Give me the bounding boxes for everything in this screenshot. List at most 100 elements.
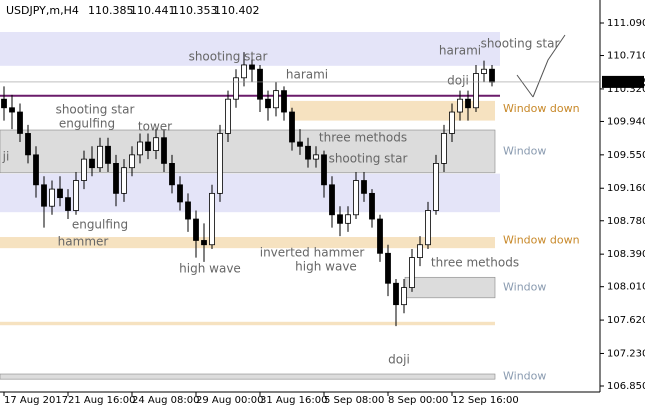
pattern-label: three methods [319, 131, 407, 145]
candle-body [89, 158, 95, 169]
pattern-label: doji [447, 74, 469, 88]
candle-body [209, 192, 215, 246]
candle-body [233, 77, 239, 100]
candle-body [105, 145, 111, 164]
candle-body [393, 282, 399, 306]
candle-body [137, 141, 143, 156]
zone [404, 276, 496, 299]
candle-body [465, 98, 471, 109]
y-tick-label: 108.390 [607, 249, 645, 260]
candle-body [225, 98, 231, 134]
y-tick-label: 110.710 [607, 51, 645, 62]
pattern-label: ji [2, 150, 10, 164]
zone [0, 237, 495, 249]
pattern-label: shooting star [481, 37, 560, 51]
x-tick-label: 31 Aug 16:00 [260, 395, 327, 406]
candle-body [377, 218, 383, 254]
candle-body [281, 90, 287, 113]
candle-body [49, 188, 55, 207]
candle-body [321, 154, 327, 186]
zone [0, 321, 495, 326]
candle-body [33, 154, 39, 186]
y-tick-label: 109.940 [607, 116, 645, 127]
pattern-label: harami [439, 44, 481, 58]
candle-body [401, 287, 407, 306]
y-tick-label: 108.010 [607, 282, 645, 293]
pattern-label: harami [286, 68, 328, 82]
candle-body [473, 73, 479, 109]
pattern-label: tower [138, 120, 172, 134]
axes: 111.090 110.710 110.320 109.940 109.550 109.1… [0, 18, 645, 406]
candle-body [193, 218, 199, 241]
candle-body [457, 98, 463, 113]
pattern-label: high wave [295, 260, 357, 274]
pattern-label: shooting star [56, 103, 135, 117]
candle-body [113, 163, 119, 194]
candle-body [129, 154, 135, 169]
y-tick-label: 107.620 [607, 315, 645, 326]
candle-body [345, 214, 351, 224]
candle-body [337, 214, 343, 224]
candle-body [177, 184, 183, 203]
x-tick-label: 21 Aug 16:00 [68, 395, 135, 406]
y-tick-label: 109.160 [607, 183, 645, 194]
y-tick-label: 110.320 [607, 84, 645, 95]
candle-body [185, 201, 191, 220]
y-tick-label: 109.550 [607, 150, 645, 161]
zone-label: Window [503, 370, 546, 383]
candle-body [409, 257, 415, 288]
candle-body [489, 68, 495, 83]
candle-body [25, 133, 31, 156]
forecast-line [532, 34, 566, 98]
candle-body [161, 137, 167, 164]
header-value: 110.441 [130, 4, 176, 17]
symbol: USDJPY,m,H4 [6, 4, 79, 17]
pattern-label: high wave [179, 262, 241, 276]
candle-body [297, 141, 303, 147]
candle-body [417, 244, 423, 258]
forecast-line [516, 74, 534, 98]
y-tick-label: 107.230 [607, 348, 645, 359]
zone [0, 31, 500, 66]
pattern-label: shooting star [189, 50, 268, 64]
candle-body [1, 98, 7, 109]
x-tick-label: 24 Aug 08:00 [132, 395, 199, 406]
candle-body [249, 64, 255, 70]
pattern-label: three methods [431, 256, 519, 270]
candle-body [201, 240, 207, 246]
zone [290, 100, 495, 121]
pattern-label: doji [388, 353, 410, 367]
pattern-label: hammer [58, 235, 109, 249]
candle-body [353, 180, 359, 216]
zone [0, 129, 496, 174]
candle-body [41, 184, 47, 207]
candle-body [361, 180, 367, 194]
candle-body [441, 133, 447, 164]
candle-body [145, 141, 151, 151]
candle-body [425, 210, 431, 246]
candle-body [169, 163, 175, 186]
header-value: 110.353 [172, 4, 218, 17]
y-tick-label: 106.850 [607, 381, 645, 392]
candle-body [57, 188, 63, 199]
candle-body [313, 154, 319, 160]
candle-body [73, 180, 79, 211]
candle-body [241, 64, 247, 79]
last-price-box [602, 75, 644, 88]
y-tick-label: 108.780 [607, 216, 645, 227]
candle-body [329, 184, 335, 216]
candle-body [153, 137, 159, 151]
header-value: 110.385 [88, 4, 134, 17]
candle-body [65, 197, 71, 211]
zone [0, 373, 496, 380]
x-tick-label: 5 Sep 08:00 [324, 395, 384, 406]
candle-body [289, 111, 295, 143]
zone-label: Window down [503, 102, 580, 115]
zone-label: Window [503, 281, 546, 294]
candle-body [481, 68, 487, 74]
candle-body [217, 133, 223, 194]
candle-body [305, 145, 311, 160]
zone-label: Window [503, 144, 546, 157]
